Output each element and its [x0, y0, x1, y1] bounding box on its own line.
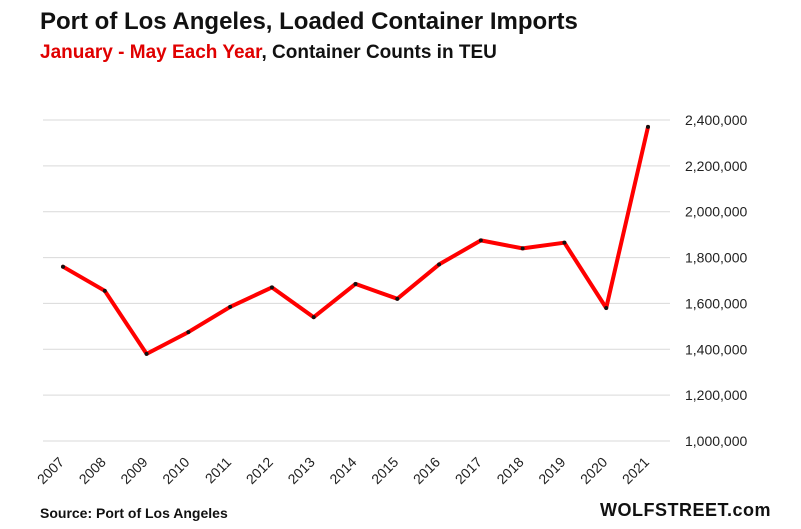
x-tick-label: 2013	[284, 454, 317, 487]
y-tick-label: 1,400,000	[685, 341, 747, 357]
data-point	[604, 306, 609, 311]
series-line	[61, 124, 650, 356]
data-point	[562, 240, 567, 245]
chart-title: Port of Los Angeles, Loaded Container Im…	[40, 8, 578, 35]
data-point	[269, 285, 274, 290]
data-point	[61, 264, 65, 269]
y-tick-label: 1,600,000	[685, 295, 747, 311]
x-tick-label: 2014	[326, 454, 359, 487]
brand-logo-text: WOLFSTREET.com	[599, 500, 771, 520]
subtitle-rest: , Container Counts in TEU	[261, 42, 497, 63]
x-tick-label: 2008	[76, 454, 109, 487]
data-point	[186, 330, 191, 335]
x-tick-label: 2016	[410, 454, 443, 487]
y-axis-labels: 1,000,000 1,200,000 1,400,000 1,600,000 1,80…	[685, 112, 747, 449]
x-tick-label: 2012	[243, 454, 276, 487]
y-tick-label: 2,400,000	[685, 112, 747, 128]
y-tick-label: 2,200,000	[685, 158, 747, 174]
subtitle-highlight: January - May Each Year	[40, 42, 262, 63]
x-tick-label: 2010	[159, 454, 192, 487]
y-tick-label: 1,800,000	[685, 250, 747, 266]
data-points	[61, 124, 650, 356]
chart-subtitle: January - May Each Year, Container Count…	[40, 42, 497, 64]
data-point	[102, 288, 107, 293]
y-tick-label: 1,200,000	[685, 387, 747, 403]
x-tick-label: 2015	[368, 454, 401, 487]
source-note: Source: Port of Los Angeles	[40, 505, 228, 521]
data-point	[311, 315, 316, 320]
data-point	[437, 262, 442, 267]
x-tick-label: 2021	[619, 454, 652, 487]
x-tick-label: 2011	[202, 454, 235, 487]
data-point	[520, 246, 525, 251]
y-tick-label: 2,000,000	[685, 204, 747, 220]
x-tick-label: 2017	[452, 454, 485, 487]
x-tick-label: 2018	[493, 454, 526, 487]
data-point	[353, 281, 358, 286]
x-tick-label: 2007	[34, 454, 67, 487]
x-tick-label: 2019	[535, 454, 568, 487]
x-tick-label: 2020	[577, 454, 610, 487]
x-tick-label: 2009	[117, 454, 150, 487]
grid-lines	[43, 119, 670, 442]
data-point	[144, 351, 149, 356]
data-point	[395, 296, 400, 301]
x-axis-labels: 2007 2008 2009 2010 2011 2012 2013 2014 2015 2016…	[34, 454, 652, 487]
data-point	[646, 124, 650, 129]
data-point	[228, 304, 233, 309]
data-point	[478, 238, 483, 243]
y-tick-label: 1,000,000	[685, 433, 747, 449]
